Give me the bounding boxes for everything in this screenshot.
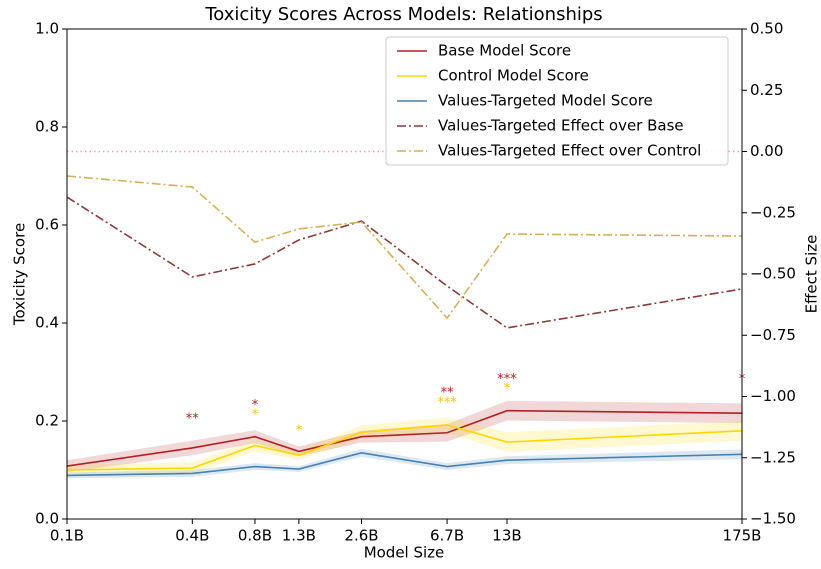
x-tick-label: 13B (492, 527, 521, 545)
significance-annotation: *** (497, 372, 517, 387)
y2-axis-label: Effect Size (803, 235, 821, 314)
y2-tick-label: 0.50 (750, 20, 783, 38)
y2-tick-label: −1.00 (750, 387, 796, 405)
x-tick-label: 0.8B (238, 527, 272, 545)
legend-box (385, 36, 729, 166)
y-tick-label: 0.8 (35, 118, 59, 136)
significance-annotation: * (296, 423, 303, 438)
chart-title: Toxicity Scores Across Models: Relations… (204, 4, 602, 25)
y2-tick-label: −0.25 (750, 203, 796, 221)
y-tick-label: 0.2 (35, 412, 59, 430)
confidence-band (67, 400, 742, 472)
significance-annotation: *** (437, 395, 457, 410)
x-tick-label: 6.7B (430, 527, 464, 545)
significance-annotation: ** (441, 386, 455, 401)
y2-tick-label: 0.25 (750, 81, 783, 99)
x-tick-label: 0.4B (175, 527, 209, 545)
significance-annotation: * (252, 408, 259, 423)
confidence-band (67, 417, 742, 475)
x-tick-label: 0.1B (50, 527, 84, 545)
y2-tick-label: −0.50 (750, 265, 796, 283)
y2-tick-label: 0.00 (750, 142, 783, 160)
x-tick-label: 2.6B (344, 527, 378, 545)
x-tick-label: 175B (723, 527, 762, 545)
legend-label: Base Model Score (438, 42, 571, 60)
significance-annotation: ** (186, 412, 200, 427)
y-tick-label: 1.0 (35, 20, 59, 38)
y-axis-label: Toxicity Score (11, 223, 29, 326)
legend-label: Values-Targeted Effect over Control (438, 142, 701, 160)
confidence-band (67, 448, 742, 479)
legend-label: Values-Targeted Effect over Base (438, 117, 684, 135)
legend-label: Values-Targeted Model Score (438, 92, 653, 110)
significance-annotation: * (252, 398, 259, 413)
legend-label: Control Model Score (438, 67, 589, 85)
series-line (66, 424, 743, 471)
x-axis-label: Model Size (364, 544, 445, 562)
significance-annotation: * (504, 382, 511, 397)
series-line (66, 175, 743, 320)
y-tick-label: 0.0 (35, 510, 59, 528)
y-tick-label: 0.4 (35, 314, 59, 332)
y2-tick-label: −1.25 (750, 448, 796, 466)
y-tick-label: 0.6 (35, 216, 59, 234)
series-line (66, 452, 743, 477)
y2-tick-label: −0.75 (750, 326, 796, 344)
series-line (66, 196, 743, 329)
y2-tick-label: −1.50 (750, 510, 796, 528)
x-tick-label: 1.3B (282, 527, 316, 545)
